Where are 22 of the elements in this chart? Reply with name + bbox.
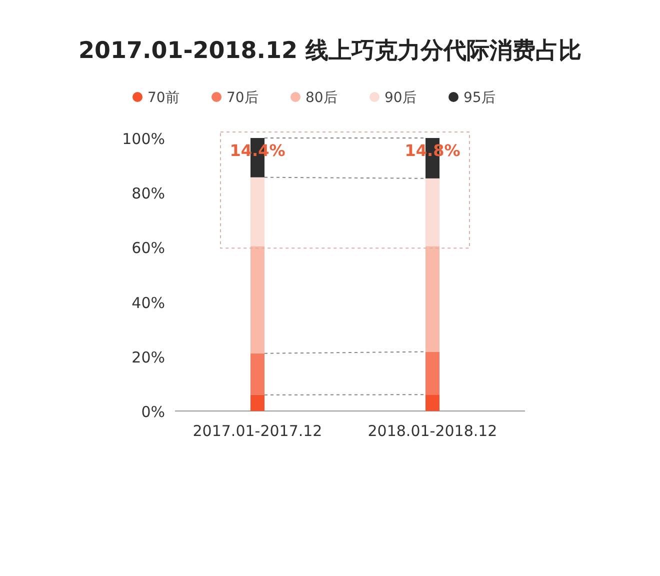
legend-label: 70后 [226, 90, 258, 106]
legend-label: 95后 [464, 90, 496, 106]
legend-label: 70前 [148, 90, 180, 106]
bar [250, 394, 264, 411]
chart-title: 2017.01-2018.12 线上巧克力分代际消费占比 [78, 38, 582, 64]
y-tick-label: 80% [132, 184, 165, 203]
bar [426, 246, 440, 352]
x-tick-label: 2018.01-2018.12 [368, 422, 498, 440]
legend-label: 80后 [306, 90, 338, 106]
x-tick-label: 2017.01-2017.12 [192, 422, 322, 440]
bar [250, 177, 264, 246]
legend-label: 90后 [384, 90, 416, 106]
bar [250, 246, 264, 354]
y-tick-label: 40% [132, 294, 165, 312]
y-tick-label: 20% [132, 348, 165, 366]
y-tick-label: 100% [122, 130, 165, 148]
bar [426, 394, 440, 411]
bar [426, 178, 440, 246]
y-tick-label: 60% [132, 239, 165, 258]
y-tick-label: 0% [141, 403, 165, 421]
bar [426, 352, 440, 395]
bar [250, 353, 264, 395]
